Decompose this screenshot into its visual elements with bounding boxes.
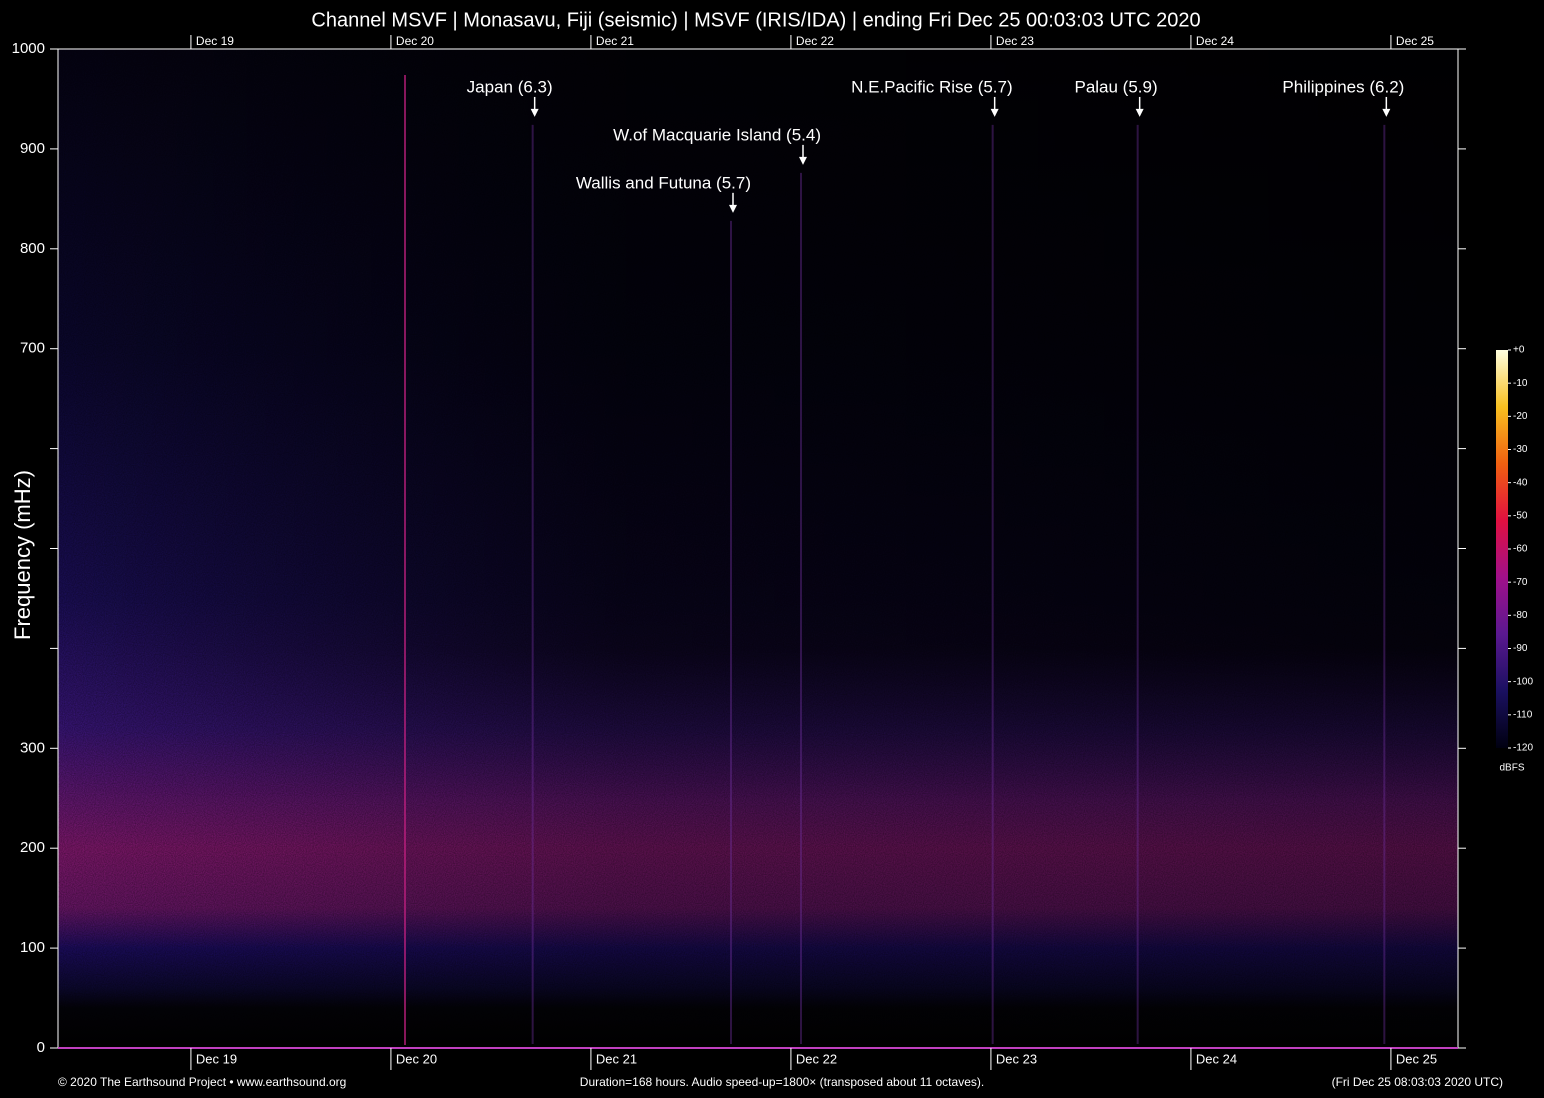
x-tick-label-top: Dec 23 — [996, 34, 1034, 48]
y-tick-label: 700 — [20, 340, 45, 357]
x-tick-label-top: Dec 21 — [596, 34, 634, 48]
x-tick-label: Dec 22 — [796, 1051, 837, 1066]
colorbar-tick-label: -50 — [1513, 510, 1528, 521]
y-tick-label: 800 — [20, 240, 45, 257]
footer-right: (Fri Dec 25 08:03:03 2020 UTC) — [1332, 1075, 1503, 1089]
plot — [531, 124, 1386, 1044]
spectrogram-noise — [58, 49, 1458, 1048]
annotation-arrowhead — [729, 204, 737, 213]
colorbar-tick-label: -70 — [1513, 577, 1528, 588]
x-tick-label-top: Dec 20 — [396, 34, 434, 48]
footer-center: Duration=168 hours. Audio speed-up=1800×… — [580, 1075, 984, 1089]
annotation-arrowhead — [1382, 108, 1391, 117]
y-tick-label: 100 — [20, 939, 45, 956]
colorbar-tick-label: -20 — [1513, 411, 1528, 422]
annotation-label: Philippines (6.2) — [1282, 77, 1404, 96]
footer-left: © 2020 The Earthsound Project • www.eart… — [58, 1075, 346, 1089]
x-tick-label: Dec 19 — [196, 1051, 237, 1066]
annotation-arrowhead — [1135, 108, 1144, 117]
x-tick-label: Dec 25 — [1396, 1051, 1437, 1066]
colorbar-label: dBFS — [1499, 763, 1524, 774]
chart-title: Channel MSVF | Monasavu, Fiji (seismic) … — [311, 9, 1200, 31]
y-tick-label: 200 — [20, 839, 45, 856]
annotation-arrowhead — [799, 156, 807, 165]
y-tick-label: 1000 — [12, 40, 45, 57]
y-tick-label: 300 — [20, 739, 45, 756]
x-tick-label-top: Dec 25 — [1396, 34, 1434, 48]
colorbar-tick-label: +0 — [1513, 345, 1525, 356]
colorbar-tick-label: -30 — [1513, 444, 1528, 455]
annotation-label: N.E.Pacific Rise (5.7) — [851, 77, 1013, 96]
colorbar-tick-label: -40 — [1513, 477, 1528, 488]
colorbar-tick-label: -100 — [1513, 676, 1533, 687]
x-tick-label-top: Dec 19 — [196, 34, 234, 48]
annotation-arrowhead — [990, 108, 999, 117]
annotation-label: W.of Macquarie Island (5.4) — [613, 125, 821, 144]
annotation-label: Japan (6.3) — [467, 77, 553, 96]
y-tick-label: 900 — [20, 140, 45, 157]
colorbar-tick-label: -110 — [1513, 709, 1533, 720]
x-tick-label: Dec 24 — [1196, 1051, 1237, 1066]
annotation-label: Palau (5.9) — [1074, 77, 1157, 96]
annotation-arrowhead — [530, 108, 539, 117]
colorbar — [1496, 350, 1508, 748]
colorbar-tick-label: -60 — [1513, 544, 1528, 555]
x-tick-label: Dec 23 — [996, 1051, 1037, 1066]
annotation-label: Wallis and Futuna (5.7) — [576, 173, 751, 192]
colorbar-tick-label: -120 — [1513, 743, 1533, 754]
colorbar-tick-label: -10 — [1513, 378, 1528, 389]
x-tick-label-top: Dec 24 — [1196, 34, 1234, 48]
x-tick-label: Dec 21 — [596, 1051, 637, 1066]
x-tick-label: Dec 20 — [396, 1051, 437, 1066]
colorbar-tick-label: -80 — [1513, 610, 1528, 621]
y-tick-label: 0 — [37, 1039, 45, 1056]
y-axis-label: Frequency (mHz) — [10, 470, 35, 640]
colorbar-tick-label: -90 — [1513, 643, 1528, 654]
x-tick-label-top: Dec 22 — [796, 34, 834, 48]
